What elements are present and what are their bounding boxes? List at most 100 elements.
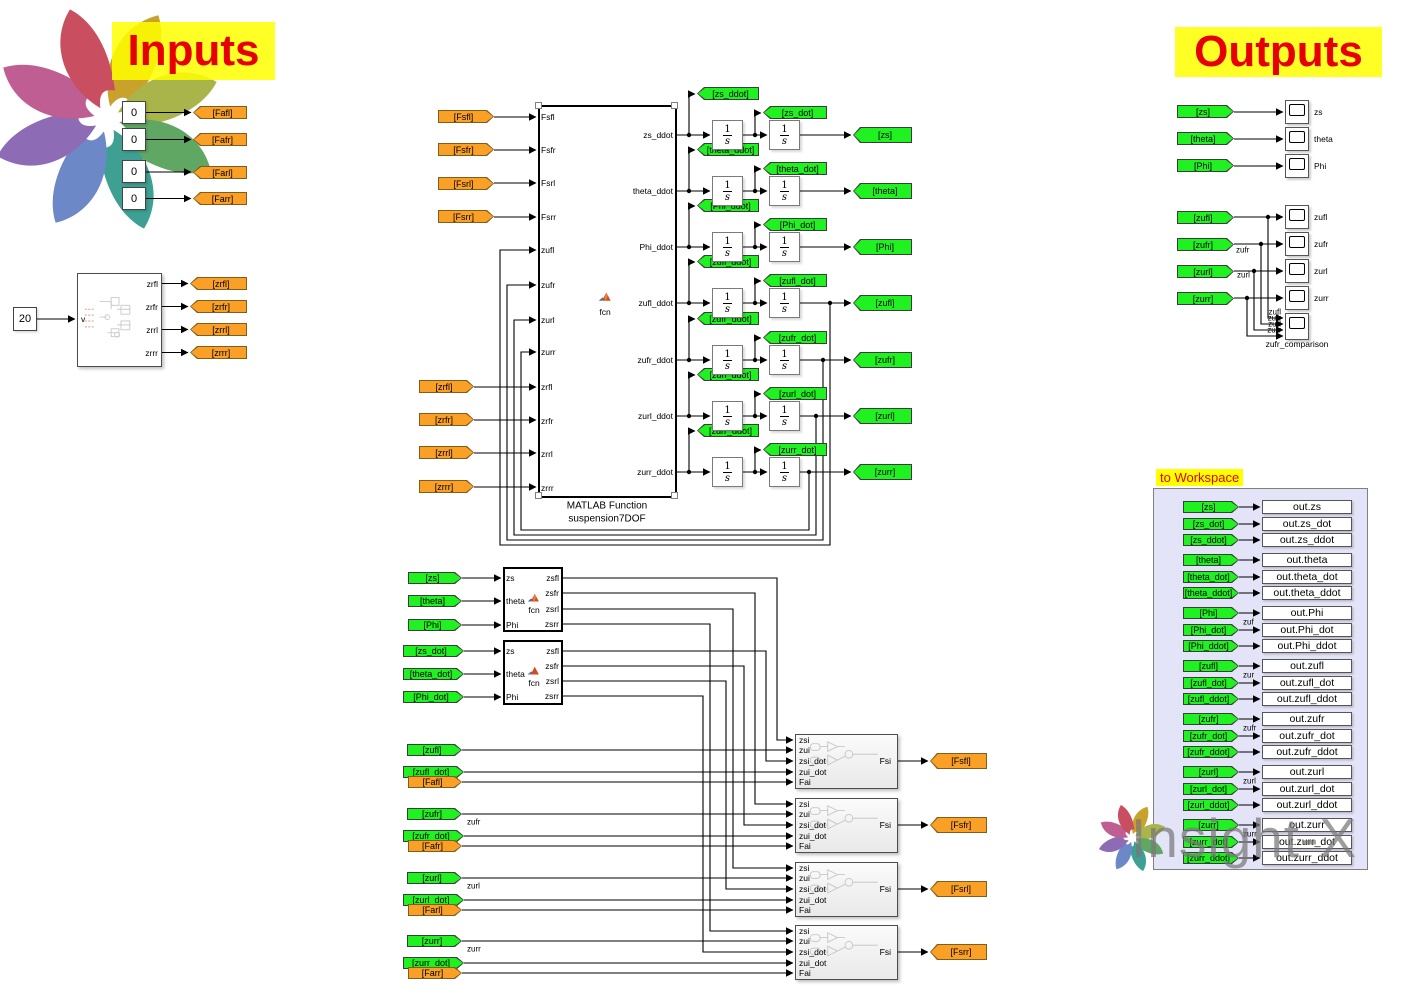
from-tag-Fsrr[interactable]: [Fsrr] [438, 210, 494, 223]
from-tag-zurr_dot[interactable]: [zurr_dot] [1183, 836, 1239, 848]
to-workspace-block[interactable]: out.zufr_dot [1262, 729, 1352, 743]
from-tag-zufr_ddot[interactable]: [zufr_ddot] [1183, 746, 1239, 758]
from-tag-zurr[interactable]: [zurr] [1183, 819, 1239, 831]
goto-tag-Fsrr[interactable]: [Fsrr] [930, 944, 987, 960]
from-tag-Phi[interactable]: [Phi] [1183, 607, 1239, 619]
to-workspace-block[interactable]: out.zurr_dot [1262, 835, 1352, 849]
goto-tag-zrfl[interactable]: [zrfl] [190, 277, 247, 290]
from-tag-zs_dot[interactable]: [zs_dot] [1183, 518, 1239, 530]
to-workspace-block[interactable]: out.zurr [1262, 818, 1352, 832]
from-tag-zrfr[interactable]: [zrfr] [419, 413, 474, 426]
from-tag-Phi[interactable]: [Phi] [408, 619, 462, 631]
force-subsystem-fl[interactable] [795, 734, 898, 789]
from-tag-zufr[interactable]: [zufr] [1177, 238, 1234, 251]
goto-tag-Fsfl[interactable]: [Fsfl] [930, 753, 987, 769]
force-subsystem-fr[interactable] [795, 798, 898, 853]
goto-tag-Fafr[interactable]: [Fafr] [193, 133, 247, 146]
from-tag-Fsfr[interactable]: [Fsfr] [438, 143, 494, 156]
goto-tag-zurl[interactable]: [zurl] [853, 408, 912, 424]
constant-block[interactable]: 0 [122, 160, 146, 183]
goto-tag-theta[interactable]: [theta] [853, 183, 912, 199]
from-tag-zufr[interactable]: [zufr] [1183, 713, 1239, 725]
from-tag-zurl_dot[interactable]: [zurl_dot] [1183, 783, 1239, 795]
to-workspace-block[interactable]: out.zufr [1262, 712, 1352, 726]
from-tag-zufr[interactable]: [zufr] [407, 808, 462, 820]
road-input-subsystem[interactable] [77, 273, 162, 367]
to-workspace-block[interactable]: out.Phi_ddot [1262, 639, 1352, 653]
from-tag-zs[interactable]: [zs] [1183, 501, 1239, 513]
to-workspace-block[interactable]: out.Phi [1262, 606, 1352, 620]
from-tag-zs[interactable]: [zs] [408, 572, 462, 584]
from-tag-theta_dot[interactable]: [theta_dot] [403, 668, 464, 680]
from-tag-Phi_dot[interactable]: [Phi_dot] [1183, 624, 1239, 636]
goto-tag-Fsrl[interactable]: [Fsrl] [930, 881, 987, 897]
from-tag-zufl[interactable]: [zufl] [1183, 660, 1239, 672]
from-tag-theta[interactable]: [theta] [1183, 554, 1239, 566]
from-tag-theta_dot[interactable]: [theta_dot] [1183, 571, 1239, 583]
from-tag-zufl_dot[interactable]: [zufl_dot] [1183, 677, 1239, 689]
to-workspace-block[interactable]: out.zurl_ddot [1262, 798, 1352, 812]
goto-tag-zs_ddot[interactable]: [zs_ddot] [697, 87, 759, 100]
goto-tag-zrrr[interactable]: [zrrr] [190, 346, 247, 359]
goto-tag-Phi_dot[interactable]: [Phi_dot] [763, 218, 827, 231]
to-workspace-block[interactable]: out.theta_ddot [1262, 586, 1352, 600]
goto-tag-zufr_dot[interactable]: [zufr_dot] [763, 331, 827, 344]
goto-tag-Farr[interactable]: [Farr] [193, 192, 247, 205]
from-tag-theta_ddot[interactable]: [theta_ddot] [1183, 587, 1239, 599]
from-tag-zurr_ddot[interactable]: [zurr_ddot] [1183, 852, 1239, 864]
from-tag-zufl_dot[interactable]: [zufl_dot] [403, 766, 464, 778]
from-tag-theta[interactable]: [theta] [408, 595, 462, 607]
to-workspace-block[interactable]: out.zurl_dot [1262, 782, 1352, 796]
goto-tag-zrfr[interactable]: [zrfr] [190, 300, 247, 313]
to-workspace-block[interactable]: out.Phi_dot [1262, 623, 1352, 637]
from-tag-Fafr[interactable]: [Fafr] [408, 840, 462, 852]
goto-tag-Fafl[interactable]: [Fafl] [193, 106, 247, 119]
goto-tag-theta_dot[interactable]: [theta_dot] [763, 162, 827, 175]
from-tag-zurl_ddot[interactable]: [zurl_ddot] [1183, 799, 1239, 811]
goto-tag-zurr[interactable]: [zurr] [853, 464, 912, 480]
from-tag-zufl[interactable]: [zufl] [1177, 211, 1234, 224]
from-tag-zurl_dot[interactable]: [zurl_dot] [403, 894, 464, 906]
goto-tag-Phi[interactable]: [Phi] [853, 239, 912, 255]
scope-block[interactable] [1285, 259, 1309, 283]
from-tag-Fafl[interactable]: [Fafl] [408, 776, 462, 788]
to-workspace-block[interactable]: out.theta_dot [1262, 570, 1352, 584]
constant-block[interactable]: 0 [122, 101, 146, 124]
from-tag-Phi[interactable]: [Phi] [1177, 159, 1234, 172]
from-tag-zs_ddot[interactable]: [zs_ddot] [1183, 534, 1239, 546]
from-tag-zurr_dot[interactable]: [zurr_dot] [403, 957, 464, 969]
scope-block[interactable] [1285, 232, 1309, 256]
goto-tag-zufl_dot[interactable]: [zufl_dot] [763, 274, 827, 287]
from-tag-zufl_ddot[interactable]: [zufl_ddot] [1183, 693, 1239, 705]
scope-block[interactable] [1285, 286, 1309, 310]
from-tag-zurl[interactable]: [zurl] [1183, 766, 1239, 778]
from-tag-zurr[interactable]: [zurr] [1177, 292, 1234, 305]
from-tag-Farr[interactable]: [Farr] [408, 967, 462, 979]
scope-block[interactable] [1285, 205, 1309, 229]
from-tag-Phi_dot[interactable]: [Phi_dot] [403, 691, 464, 703]
from-tag-theta[interactable]: [theta] [1177, 132, 1234, 145]
to-workspace-block[interactable]: out.zs_dot [1262, 517, 1352, 531]
from-tag-zufr_dot[interactable]: [zufr_dot] [1183, 730, 1239, 742]
goto-tag-zs_dot[interactable]: [zs_dot] [763, 106, 827, 119]
goto-tag-zufr[interactable]: [zufr] [853, 352, 912, 368]
from-tag-zs[interactable]: [zs] [1177, 105, 1234, 118]
to-workspace-block[interactable]: out.zufr_ddot [1262, 745, 1352, 759]
to-workspace-block[interactable]: out.zs [1262, 500, 1352, 514]
constant-block[interactable]: 0 [122, 128, 146, 151]
to-workspace-block[interactable]: out.zufl_dot [1262, 676, 1352, 690]
goto-tag-zrrl[interactable]: [zrrl] [190, 323, 247, 336]
goto-tag-zs[interactable]: [zs] [853, 127, 912, 143]
goto-tag-zurl_dot[interactable]: [zurl_dot] [763, 387, 827, 400]
goto-tag-zurr_dot[interactable]: [zurr_dot] [763, 443, 827, 456]
scope-block[interactable] [1285, 154, 1309, 178]
from-tag-zurl[interactable]: [zurl] [407, 872, 462, 884]
